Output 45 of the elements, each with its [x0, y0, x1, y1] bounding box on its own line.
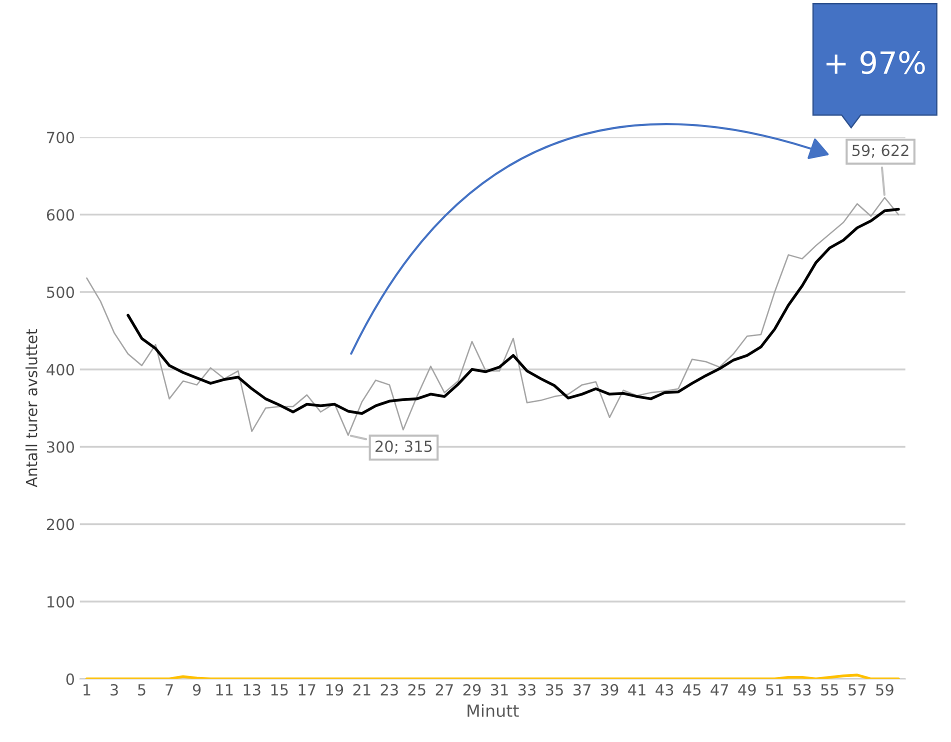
x-tick-label: 49 [738, 684, 756, 696]
x-tick-label: 39 [601, 684, 618, 696]
x-tick-label: 9 [192, 684, 201, 696]
x-tick-label: 27 [436, 684, 453, 696]
x-tick-label: 5 [138, 684, 146, 696]
x-tick-label: 41 [628, 684, 646, 696]
x-tick-label: 23 [380, 684, 398, 696]
x-tick-label: 25 [408, 684, 426, 696]
y-tick-label: 500 [47, 286, 74, 298]
y-tick-label: 0 [66, 673, 74, 685]
annotation: 59; 622 [852, 144, 908, 158]
x-tick-label: 53 [794, 684, 811, 696]
x-tick-label: 21 [353, 684, 370, 696]
x-tick-label: 43 [656, 684, 674, 696]
x-tick-label: 55 [821, 684, 838, 696]
x-tick-label: 13 [244, 684, 260, 696]
x-tick-label: 3 [110, 684, 118, 696]
x-axis-title: Minutt [468, 704, 519, 718]
line-series [126, 208, 900, 415]
x-tick-label: 19 [326, 684, 344, 696]
x-tick-label: 35 [546, 684, 563, 696]
y-tick-label: 400 [46, 364, 74, 376]
line-series [86, 196, 900, 436]
y-tick-label: 300 [47, 441, 74, 453]
x-tick-label: 17 [298, 684, 316, 696]
y-tick-label: 700 [47, 132, 74, 144]
x-tick-label: 51 [766, 684, 783, 696]
x-tick-label: 47 [710, 684, 728, 696]
y-axis-title: Antall turer avsluttet [26, 329, 38, 488]
x-tick-label: 31 [490, 684, 508, 696]
annotation: 20; 315 [376, 440, 432, 454]
x-tick-label: 29 [463, 684, 481, 696]
y-tick-label: 200 [46, 518, 74, 530]
y-tick-label: 600 [46, 209, 74, 221]
x-tick-label: 45 [683, 684, 700, 696]
y-tick-label: 100 [48, 596, 74, 608]
x-tick-label: 33 [518, 684, 536, 696]
x-tick-label: 15 [271, 684, 288, 696]
x-tick-label: 11 [216, 684, 233, 696]
x-tick-label: 37 [573, 684, 590, 696]
x-tick-label: 1 [84, 684, 90, 696]
text: + 97% [826, 51, 925, 74]
x-tick-label: 57 [848, 684, 866, 696]
x-tick-label: 59 [876, 684, 894, 696]
x-tick-label: 7 [166, 684, 173, 696]
